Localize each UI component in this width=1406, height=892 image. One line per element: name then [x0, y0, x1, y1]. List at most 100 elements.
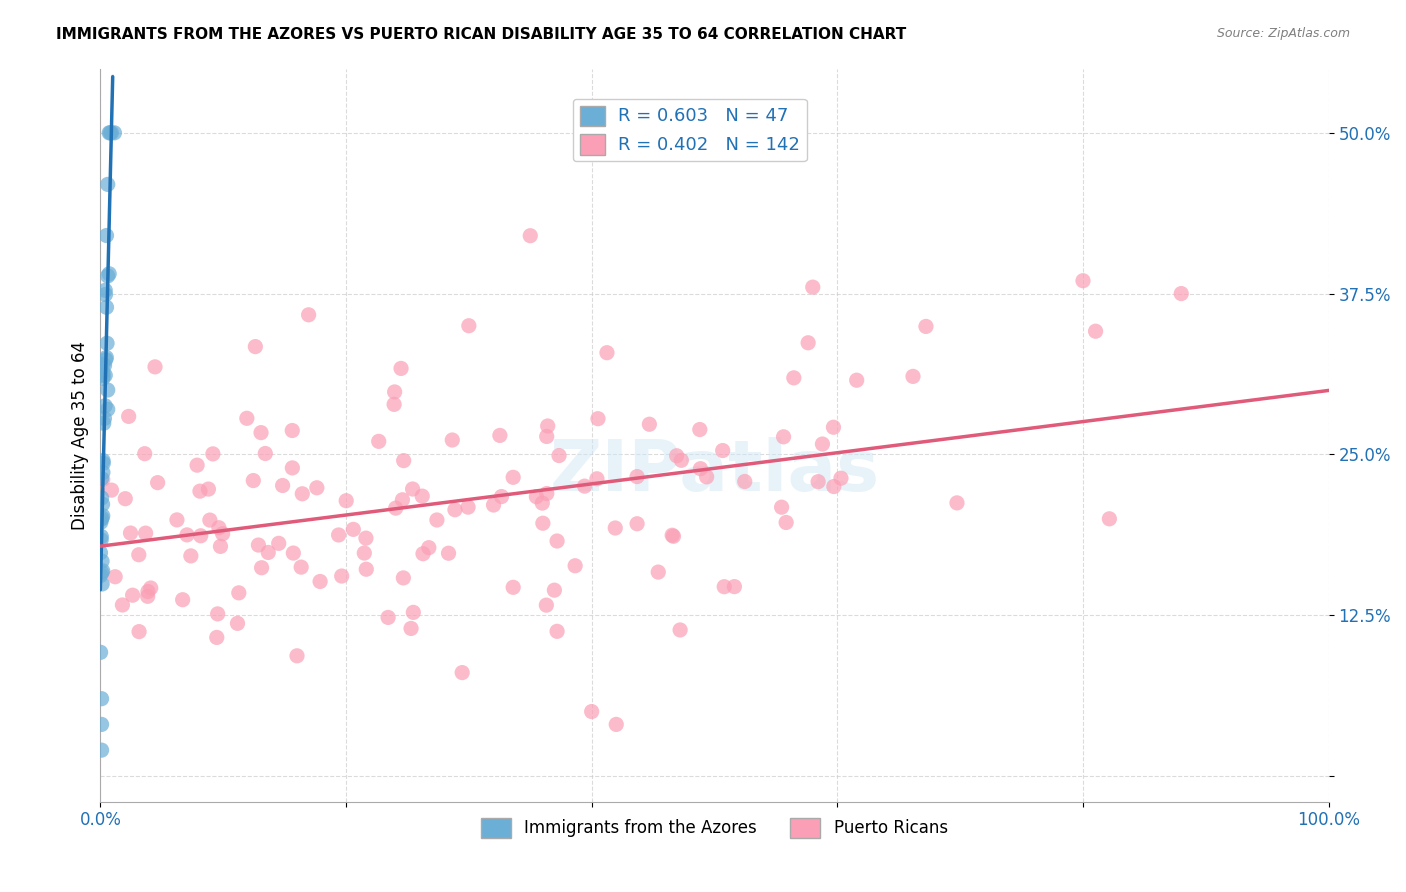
- Point: [524, 490, 547, 504]
- Point: [267, 536, 290, 550]
- Point: [586, 472, 609, 486]
- Point: [546, 624, 568, 639]
- Point: [437, 546, 460, 560]
- Point: [100, 483, 122, 497]
- Point: [103, 126, 125, 140]
- Point: [91, 456, 114, 470]
- Point: [90, 472, 112, 486]
- Point: [90, 568, 112, 582]
- Point: [90, 717, 112, 731]
- Point: [377, 610, 399, 624]
- Point: [353, 546, 375, 560]
- Point: [823, 479, 845, 493]
- Point: [519, 228, 541, 243]
- Point: [536, 598, 558, 612]
- Point: [96, 336, 118, 351]
- Point: [823, 420, 845, 434]
- Point: [139, 581, 162, 595]
- Point: [356, 562, 378, 576]
- Point: [392, 453, 415, 467]
- Point: [228, 586, 250, 600]
- Point: [91, 466, 114, 480]
- Point: [250, 425, 273, 440]
- Point: [90, 491, 112, 505]
- Point: [775, 516, 797, 530]
- Point: [91, 473, 114, 487]
- Point: [209, 540, 232, 554]
- Point: [176, 528, 198, 542]
- Point: [134, 447, 156, 461]
- Point: [638, 417, 661, 432]
- Point: [689, 423, 711, 437]
- Point: [665, 449, 688, 463]
- Point: [197, 482, 219, 496]
- Point: [441, 433, 464, 447]
- Point: [97, 268, 120, 283]
- Point: [121, 588, 143, 602]
- Point: [696, 470, 718, 484]
- Point: [309, 574, 332, 589]
- Point: [845, 373, 868, 387]
- Point: [94, 368, 117, 383]
- Text: Source: ZipAtlas.com: Source: ZipAtlas.com: [1216, 27, 1350, 40]
- Point: [402, 606, 425, 620]
- Point: [489, 428, 512, 442]
- Point: [915, 319, 938, 334]
- Point: [146, 475, 169, 490]
- Point: [90, 529, 112, 543]
- Point: [285, 648, 308, 663]
- Point: [574, 479, 596, 493]
- Point: [531, 496, 554, 510]
- Point: [211, 526, 233, 541]
- Point: [382, 397, 405, 411]
- Point: [647, 565, 669, 579]
- Point: [1084, 324, 1107, 338]
- Point: [90, 533, 112, 547]
- Point: [91, 357, 114, 371]
- Point: [257, 545, 280, 559]
- Point: [94, 287, 117, 301]
- Point: [96, 351, 118, 365]
- Point: [830, 471, 852, 485]
- Point: [93, 359, 115, 373]
- Point: [772, 430, 794, 444]
- Point: [543, 583, 565, 598]
- Point: [136, 584, 159, 599]
- Point: [135, 526, 157, 541]
- Point: [96, 300, 118, 314]
- Point: [118, 409, 141, 424]
- Point: [391, 492, 413, 507]
- Point: [91, 453, 114, 467]
- Text: ZIPatlas: ZIPatlas: [550, 437, 880, 506]
- Point: [97, 383, 120, 397]
- Point: [392, 571, 415, 585]
- Point: [90, 566, 112, 580]
- Point: [114, 491, 136, 506]
- Point: [201, 447, 224, 461]
- Point: [669, 623, 692, 637]
- Point: [242, 474, 264, 488]
- Point: [91, 564, 114, 578]
- Point: [100, 126, 122, 140]
- Point: [94, 352, 117, 367]
- Point: [283, 546, 305, 560]
- Point: [330, 569, 353, 583]
- Point: [91, 371, 114, 385]
- Y-axis label: Disability Age 35 to 64: Disability Age 35 to 64: [72, 341, 89, 530]
- Point: [198, 513, 221, 527]
- Point: [90, 691, 112, 706]
- Point: [384, 384, 406, 399]
- Point: [120, 526, 142, 541]
- Point: [128, 548, 150, 562]
- Point: [384, 501, 406, 516]
- Point: [1071, 274, 1094, 288]
- Point: [770, 500, 793, 515]
- Point: [328, 528, 350, 542]
- Point: [91, 508, 114, 523]
- Point: [502, 470, 524, 484]
- Point: [626, 469, 648, 483]
- Point: [389, 361, 412, 376]
- Point: [90, 512, 112, 526]
- Point: [451, 665, 474, 680]
- Point: [482, 498, 505, 512]
